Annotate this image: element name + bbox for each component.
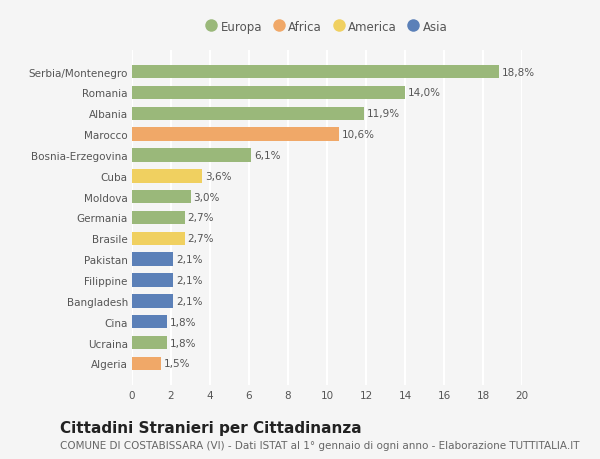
Legend: Europa, Africa, America, Asia: Europa, Africa, America, Asia — [202, 16, 452, 39]
Bar — [132, 149, 251, 162]
Bar — [132, 336, 167, 350]
Text: 11,9%: 11,9% — [367, 109, 400, 119]
Bar — [132, 232, 185, 246]
Text: 2,7%: 2,7% — [188, 234, 214, 244]
Text: 2,1%: 2,1% — [176, 275, 202, 285]
Text: 2,1%: 2,1% — [176, 296, 202, 306]
Bar — [132, 315, 167, 329]
Text: 2,1%: 2,1% — [176, 255, 202, 264]
Text: 14,0%: 14,0% — [408, 88, 441, 98]
Text: 1,8%: 1,8% — [170, 338, 197, 348]
Bar — [132, 190, 191, 204]
Text: 6,1%: 6,1% — [254, 151, 280, 161]
Bar — [132, 274, 173, 287]
Bar — [132, 107, 364, 121]
Bar — [132, 253, 173, 266]
Text: 2,7%: 2,7% — [188, 213, 214, 223]
Text: 3,6%: 3,6% — [205, 172, 232, 181]
Text: 18,8%: 18,8% — [502, 67, 535, 78]
Bar — [132, 86, 405, 100]
Text: 1,8%: 1,8% — [170, 317, 197, 327]
Text: 3,0%: 3,0% — [193, 192, 220, 202]
Bar — [132, 211, 185, 225]
Bar — [132, 128, 338, 142]
Bar — [132, 170, 202, 183]
Bar — [132, 357, 161, 370]
Text: 10,6%: 10,6% — [341, 130, 374, 140]
Text: 1,5%: 1,5% — [164, 358, 191, 369]
Bar — [132, 66, 499, 79]
Bar — [132, 294, 173, 308]
Text: Cittadini Stranieri per Cittadinanza: Cittadini Stranieri per Cittadinanza — [60, 420, 362, 435]
Text: COMUNE DI COSTABISSARA (VI) - Dati ISTAT al 1° gennaio di ogni anno - Elaborazio: COMUNE DI COSTABISSARA (VI) - Dati ISTAT… — [60, 440, 580, 450]
